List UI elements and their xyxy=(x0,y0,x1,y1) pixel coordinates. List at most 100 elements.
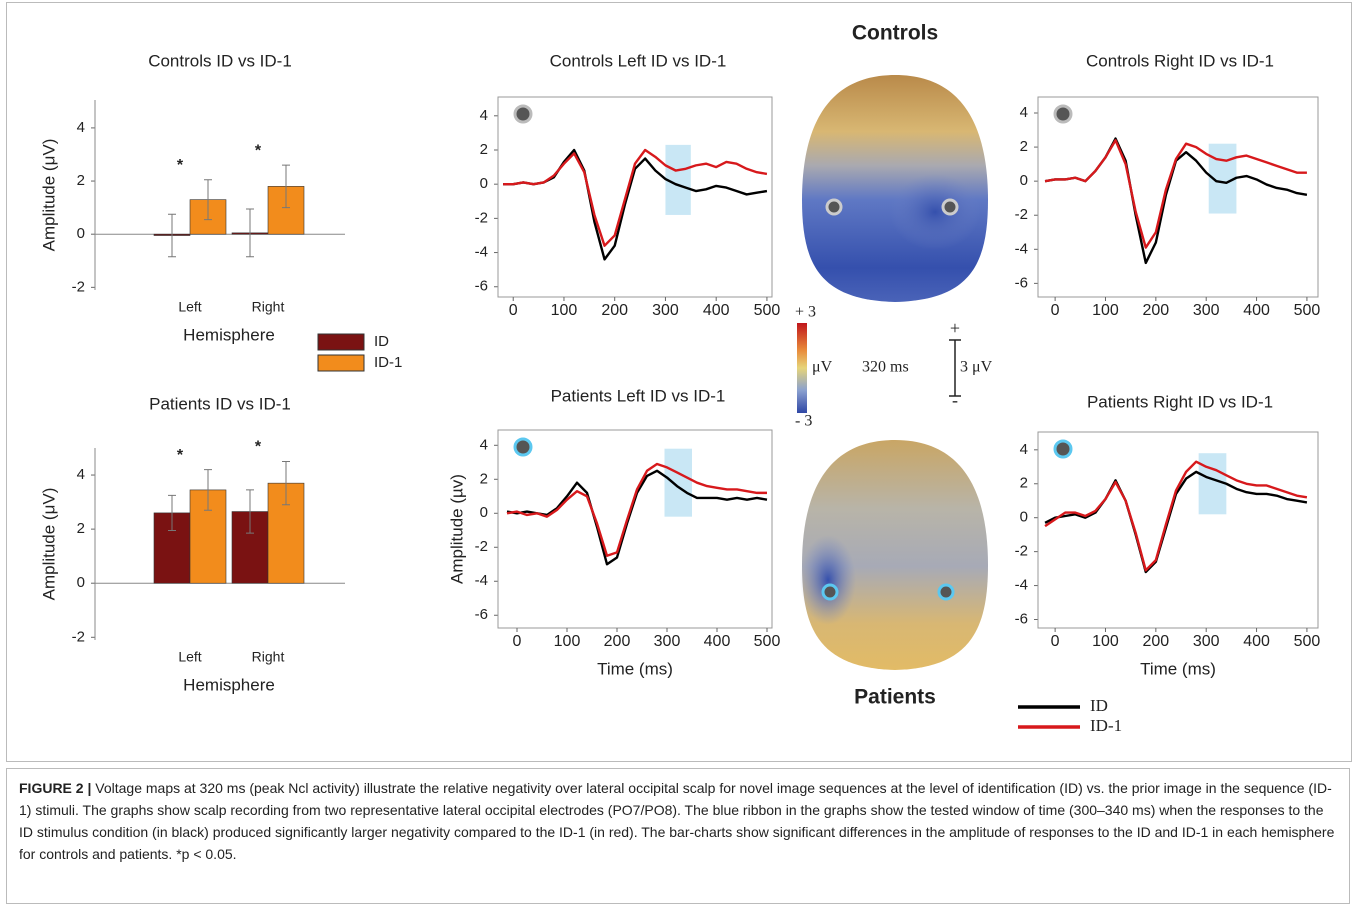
legend-label: ID-1 xyxy=(374,354,402,371)
significance-marker: * xyxy=(177,157,184,174)
y-tick-label: 4 xyxy=(1020,441,1028,458)
y-tick-label: -2 xyxy=(72,278,85,295)
y-tick-label: 4 xyxy=(480,436,488,453)
erp-line xyxy=(507,464,767,556)
x-tick-label: 100 xyxy=(1092,302,1119,319)
chart-title: Controls Right ID vs ID-1 xyxy=(1086,51,1274,70)
electrode-icon xyxy=(515,439,531,455)
x-tick-label: Right xyxy=(252,299,285,315)
x-tick-label: 200 xyxy=(1142,633,1169,650)
erp-line xyxy=(1045,462,1307,571)
chart-title: Patients Left ID vs ID-1 xyxy=(551,386,726,405)
x-axis-label: Hemisphere xyxy=(183,325,275,344)
y-tick-label: -2 xyxy=(475,209,488,226)
legend-swatch xyxy=(318,355,364,371)
head-map-title: Controls xyxy=(852,22,938,45)
scale-plus: + xyxy=(950,318,960,338)
scale-label: + 3 xyxy=(795,304,816,321)
legend-label: ID xyxy=(1090,696,1108,715)
x-axis-label: Time (ms) xyxy=(597,659,673,678)
significance-marker: * xyxy=(255,142,262,159)
y-tick-label: -2 xyxy=(1015,206,1028,223)
x-tick-label: 100 xyxy=(1092,633,1119,650)
y-tick-label: 0 xyxy=(480,504,488,521)
x-tick-label: 0 xyxy=(509,302,518,319)
x-tick-label: Right xyxy=(252,649,285,665)
legend-label: ID xyxy=(374,333,389,350)
y-tick-label: -4 xyxy=(475,572,488,589)
y-tick-label: 0 xyxy=(480,175,488,192)
y-tick-label: 4 xyxy=(77,119,85,136)
y-tick-label: -6 xyxy=(475,278,488,295)
x-tick-label: 0 xyxy=(1051,633,1060,650)
page: {"chart_data": [ {"type": "bar", "title"… xyxy=(0,0,1358,906)
x-tick-label: 500 xyxy=(754,633,781,650)
y-tick-label: -4 xyxy=(1015,240,1028,257)
y-tick-label: 0 xyxy=(1020,172,1028,189)
y-tick-label: -4 xyxy=(1015,577,1028,594)
y-axis-label: Amplitude (µv) xyxy=(447,474,466,584)
x-axis-label: Hemisphere xyxy=(183,675,275,694)
y-tick-label: 0 xyxy=(77,574,85,591)
electrode xyxy=(939,585,953,599)
x-tick-label: 0 xyxy=(513,633,522,650)
head-map-title: Patients xyxy=(854,686,936,709)
caption-label: FIGURE 2 | xyxy=(19,780,91,796)
y-tick-label: 2 xyxy=(480,470,488,487)
x-tick-label: 300 xyxy=(654,633,681,650)
x-tick-label: 200 xyxy=(601,302,628,319)
y-tick-label: 0 xyxy=(77,225,85,242)
y-tick-label: 4 xyxy=(77,466,85,483)
x-tick-label: 0 xyxy=(1051,302,1060,319)
erp-line xyxy=(1045,140,1307,247)
electrode xyxy=(823,585,837,599)
y-tick-label: -6 xyxy=(475,606,488,623)
y-tick-label: 2 xyxy=(77,520,85,537)
color-scale xyxy=(797,323,807,413)
y-tick-label: 2 xyxy=(480,141,488,158)
electrode-icon xyxy=(1055,441,1071,457)
scale-minus: - xyxy=(952,390,958,410)
y-tick-label: 4 xyxy=(480,107,488,124)
y-tick-label: -2 xyxy=(1015,543,1028,560)
y-tick-label: 2 xyxy=(1020,475,1028,492)
caption: FIGURE 2 | Voltage maps at 320 ms (peak … xyxy=(6,768,1350,904)
scale-label: - 3 xyxy=(795,413,812,430)
x-axis-label: Time (ms) xyxy=(1140,659,1216,678)
x-tick-label: 400 xyxy=(704,633,731,650)
plot-frame xyxy=(1038,432,1318,628)
legend-label: ID-1 xyxy=(1090,716,1122,735)
y-tick-label: 2 xyxy=(77,172,85,189)
plot-frame xyxy=(498,430,772,628)
legend-swatch xyxy=(318,334,364,350)
x-tick-label: 300 xyxy=(652,302,679,319)
y-tick-label: -4 xyxy=(475,244,488,261)
significance-marker: * xyxy=(177,447,184,464)
x-tick-label: 400 xyxy=(1243,302,1270,319)
x-tick-label: 300 xyxy=(1193,302,1220,319)
chart-title: Controls ID vs ID-1 xyxy=(148,51,292,70)
x-tick-label: 100 xyxy=(554,633,581,650)
head-map-blob xyxy=(800,535,856,625)
x-tick-label: Left xyxy=(178,299,201,315)
electrode xyxy=(943,200,957,214)
x-tick-label: 200 xyxy=(1142,302,1169,319)
chart-title: Controls Left ID vs ID-1 xyxy=(550,51,727,70)
x-tick-label: 500 xyxy=(754,302,781,319)
chart-title: Patients ID vs ID-1 xyxy=(149,394,291,413)
electrode xyxy=(827,200,841,214)
electrode-icon xyxy=(1055,106,1071,122)
time-window xyxy=(665,449,693,517)
time-window xyxy=(1199,453,1227,514)
figure: Controls Patients + 3 μV - 3 320 ms + - … xyxy=(0,0,1358,765)
head-map-blob xyxy=(890,174,980,250)
y-tick-label: 0 xyxy=(1020,509,1028,526)
x-tick-label: 100 xyxy=(551,302,578,319)
y-tick-label: 4 xyxy=(1020,104,1028,121)
x-tick-label: Left xyxy=(178,649,201,665)
x-tick-label: 200 xyxy=(604,633,631,650)
time-label: 320 ms xyxy=(862,359,909,376)
y-tick-label: 2 xyxy=(1020,138,1028,155)
caption-text: Voltage maps at 320 ms (peak Ncl activit… xyxy=(19,780,1334,862)
electrode-icon xyxy=(515,106,531,122)
